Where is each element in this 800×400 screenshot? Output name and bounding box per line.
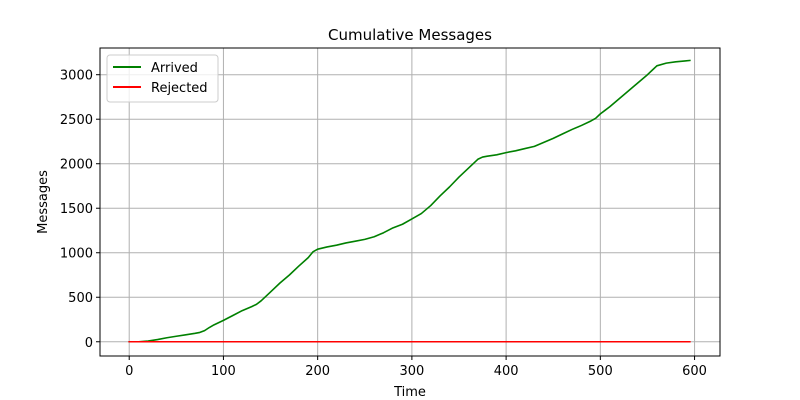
x-tick-label: 100 — [211, 364, 236, 379]
legend: Arrived Rejected — [106, 54, 219, 103]
series-line-arrived — [128, 59, 691, 343]
y-axis-ticks: 0 500 1000 1500 2000 2500 3000 — [60, 69, 100, 351]
y-tick-label: 0 — [85, 336, 93, 351]
x-tick-label: 600 — [682, 364, 707, 379]
y-tick-label: 2500 — [60, 113, 93, 128]
y-tick-label: 2000 — [60, 158, 93, 173]
y-tick-label: 500 — [68, 291, 93, 306]
y-tick-label: 1500 — [60, 202, 93, 217]
x-tick-label: 0 — [125, 364, 133, 379]
y-tick-label: 1000 — [60, 247, 93, 262]
chart-title: Cumulative Messages — [328, 26, 492, 44]
legend-label-arrived: Arrived — [151, 61, 198, 76]
x-axis-ticks: 0 100 200 300 400 500 600 — [125, 356, 707, 379]
plot-frame — [99, 47, 721, 357]
x-tick-label: 400 — [494, 364, 519, 379]
plot-series — [128, 59, 691, 343]
x-axis-label: Time — [393, 385, 426, 400]
x-tick-label: 500 — [588, 364, 613, 379]
y-axis-label: Messages — [36, 170, 51, 234]
x-tick-label: 300 — [399, 364, 424, 379]
grid-lines — [100, 48, 720, 356]
x-tick-label: 200 — [305, 364, 330, 379]
legend-label-rejected: Rejected — [151, 81, 208, 96]
y-tick-label: 3000 — [60, 69, 93, 84]
